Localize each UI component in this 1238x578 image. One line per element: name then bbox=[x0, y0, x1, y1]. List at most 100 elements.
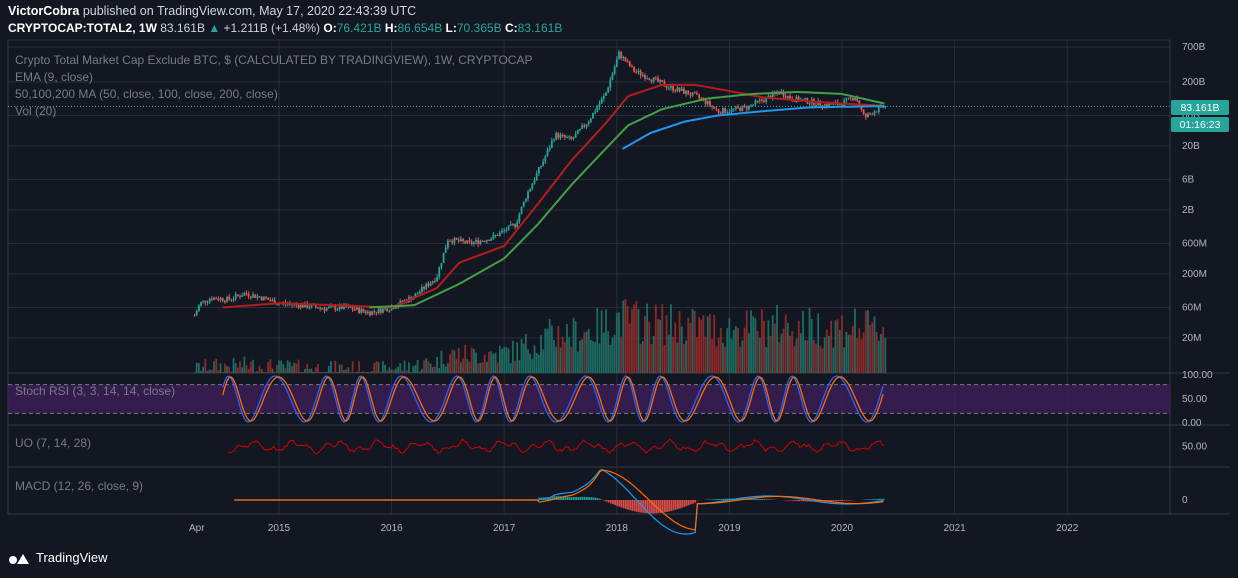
volume-bar bbox=[804, 340, 807, 373]
chart-title[interactable]: Crypto Total Market Cap Exclude BTC, $ (… bbox=[15, 53, 532, 67]
volume-bar bbox=[622, 300, 625, 373]
candle-body bbox=[579, 128, 581, 131]
candle-body bbox=[884, 105, 887, 108]
candle-body bbox=[741, 105, 744, 111]
tradingview-logo[interactable]: TradingView bbox=[8, 550, 108, 565]
candle-body bbox=[360, 308, 363, 313]
candle-body bbox=[849, 97, 852, 99]
candle-body bbox=[254, 294, 257, 298]
candle-body bbox=[262, 296, 265, 301]
volume-bar bbox=[323, 372, 326, 373]
volume-bar bbox=[711, 338, 713, 373]
candle-body bbox=[685, 90, 687, 94]
time-axis[interactable]: Apr 2015 2016 2017 2018 2019 2020 2021 2022 bbox=[189, 523, 1079, 534]
volume-bar bbox=[531, 358, 534, 373]
volume-bar bbox=[680, 326, 683, 373]
candle-body bbox=[226, 296, 228, 302]
volume-bar bbox=[215, 358, 218, 373]
volume-bar bbox=[585, 331, 588, 373]
candle-body bbox=[386, 308, 389, 312]
volume-bar bbox=[273, 372, 276, 373]
macd-hist-bar bbox=[603, 500, 606, 501]
candle-body bbox=[860, 106, 863, 110]
candle-body bbox=[267, 298, 270, 300]
volume-bar bbox=[825, 329, 828, 373]
candle-body bbox=[275, 304, 278, 306]
candle-body bbox=[297, 304, 300, 308]
macd-hist-bar bbox=[612, 500, 614, 505]
candle-body bbox=[232, 298, 235, 300]
volume-bar bbox=[472, 348, 475, 373]
volume-bar bbox=[375, 361, 378, 373]
volume-bar bbox=[412, 366, 415, 373]
volume-bar bbox=[743, 327, 746, 373]
volume-bar bbox=[427, 361, 430, 373]
macd-hist-bar bbox=[800, 500, 803, 502]
macd-hist-bar bbox=[566, 496, 569, 500]
candle-body bbox=[635, 71, 638, 73]
volume-bar bbox=[297, 359, 300, 373]
macd-hist-bar bbox=[627, 500, 629, 510]
volume-bar bbox=[769, 335, 772, 373]
volume-bar bbox=[236, 367, 239, 373]
volume-bar bbox=[713, 314, 716, 373]
macd-hist-bar bbox=[867, 499, 870, 500]
macd-hist-bar bbox=[804, 500, 807, 502]
volume-bar bbox=[810, 318, 813, 373]
candle-body bbox=[592, 113, 594, 119]
volume-bar bbox=[661, 304, 664, 373]
candle-body bbox=[756, 100, 759, 102]
indicator-vol-label[interactable]: Vol (20) bbox=[15, 104, 56, 118]
symbol-name[interactable]: CRYPTOCAP:TOTAL2, 1W bbox=[8, 21, 157, 35]
candle-body bbox=[704, 98, 707, 104]
candle-body bbox=[204, 300, 207, 303]
volume-bar bbox=[312, 372, 315, 373]
candle-body bbox=[583, 125, 586, 127]
volume-bar bbox=[652, 335, 655, 373]
macd-hist-bar bbox=[599, 498, 601, 500]
macd-hist-bar bbox=[672, 500, 675, 511]
macd-hist-bar bbox=[549, 497, 552, 500]
indicator-ma-label[interactable]: 50,100,200 MA (50, close, 100, close, 20… bbox=[15, 87, 278, 101]
candle-body bbox=[249, 296, 252, 298]
candle-body bbox=[252, 294, 254, 298]
volume-bar bbox=[470, 347, 473, 373]
macd-hist-bar bbox=[793, 500, 796, 501]
price-axis[interactable]: 700B 200B 60B 20B 6B 2B 600M 200M 60M 20M 100.00 50… bbox=[1182, 42, 1213, 506]
volume-bar bbox=[245, 365, 248, 373]
volume-bar bbox=[485, 361, 488, 373]
candle-body bbox=[470, 241, 473, 244]
candle-body bbox=[622, 57, 625, 59]
candle-body bbox=[750, 104, 752, 106]
volume-bar bbox=[563, 341, 566, 373]
candle-body bbox=[576, 130, 579, 135]
volume-bar bbox=[778, 342, 781, 373]
price-change: +1.211B (+1.48%) bbox=[223, 21, 321, 35]
candle-body bbox=[323, 308, 326, 311]
volume-bar bbox=[462, 358, 464, 373]
uo-label[interactable]: UO (7, 14, 28) bbox=[15, 436, 91, 450]
volume-bar bbox=[756, 330, 759, 373]
author-name[interactable]: VictorCobra bbox=[8, 4, 80, 18]
volume-bar bbox=[875, 331, 878, 373]
volume-bar bbox=[239, 361, 241, 373]
volume-bar bbox=[550, 325, 553, 373]
volume-bar bbox=[208, 369, 211, 373]
volume-bar bbox=[351, 361, 354, 373]
macd-hist-bar bbox=[631, 500, 634, 511]
volume-bar bbox=[845, 331, 848, 373]
volume-bar bbox=[304, 368, 306, 373]
volume-bar bbox=[773, 323, 776, 373]
indicator-ema-label[interactable]: EMA (9, close) bbox=[15, 70, 93, 84]
candle-body bbox=[696, 93, 698, 95]
stoch-rsi-label[interactable]: Stoch RSI (3, 3, 14, 14, close) bbox=[15, 384, 175, 398]
macd-hist-bar bbox=[659, 500, 662, 513]
macd-label[interactable]: MACD (12, 26, close, 9) bbox=[15, 479, 143, 493]
candle-body bbox=[247, 293, 250, 297]
candle-body bbox=[401, 300, 404, 303]
candle-body bbox=[793, 100, 796, 102]
candle-body bbox=[825, 104, 828, 107]
volume-bar bbox=[799, 333, 802, 373]
volume-bar bbox=[494, 352, 497, 373]
